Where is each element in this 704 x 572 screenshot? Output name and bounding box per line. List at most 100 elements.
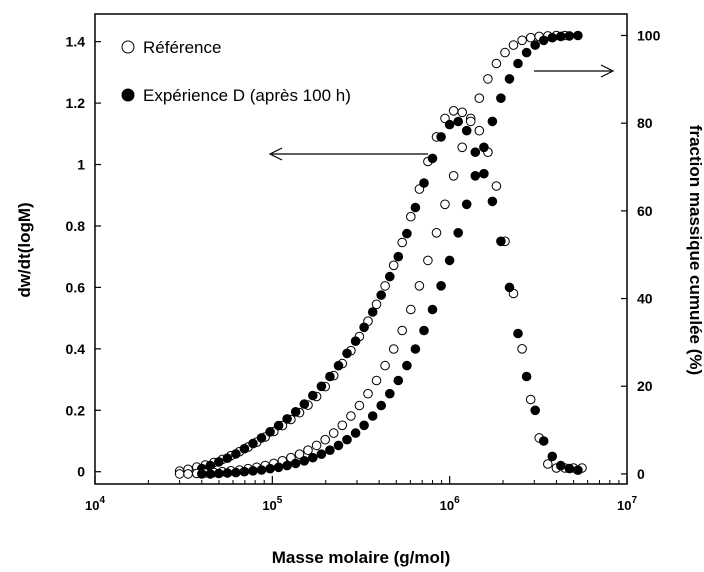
point-experience-cumulative <box>385 388 395 399</box>
plot-frame <box>94 13 628 485</box>
point-experience-distribution <box>290 407 301 417</box>
point-experience-cumulative <box>436 281 446 291</box>
point-experience-cumulative <box>538 35 549 46</box>
y-left-tick-label: 1.4 <box>66 34 86 50</box>
point-reference-cumulative <box>328 428 339 438</box>
point-experience-distribution <box>470 147 481 157</box>
point-experience-cumulative <box>214 468 224 479</box>
point-experience-cumulative <box>282 460 292 471</box>
point-experience-cumulative <box>376 400 387 411</box>
data-points <box>174 30 587 479</box>
point-experience-distribution <box>479 168 489 179</box>
ticks <box>94 34 628 484</box>
point-experience-cumulative <box>350 428 361 438</box>
y-right-tick-label: 40 <box>637 291 653 307</box>
point-experience-distribution <box>316 381 327 392</box>
point-experience-cumulative <box>513 58 523 69</box>
x-tick-label: 107 <box>617 495 637 513</box>
point-reference-distribution <box>517 344 527 354</box>
point-experience-distribution <box>573 465 583 476</box>
legend-label-reference: Référence <box>143 38 221 57</box>
y-left-tick-label: 1.2 <box>66 95 86 111</box>
point-reference-distribution <box>371 299 382 310</box>
y-left-tick-label: 0.6 <box>66 279 86 295</box>
point-reference-distribution <box>406 211 416 222</box>
point-experience-cumulative <box>573 30 583 41</box>
point-reference-cumulative <box>346 411 356 421</box>
point-reference-cumulative <box>311 440 322 451</box>
point-experience-cumulative <box>487 116 498 127</box>
point-reference-cumulative <box>474 93 485 103</box>
y-right-tick-label: 0 <box>637 466 645 482</box>
point-experience-distribution <box>350 336 361 347</box>
point-reference-cumulative <box>457 142 468 153</box>
point-experience-cumulative <box>564 31 575 41</box>
x-axis-title: Masse molaire (g/mol) <box>272 548 451 567</box>
point-experience-distribution <box>410 202 421 213</box>
point-experience-distribution <box>282 414 292 424</box>
y-right-tick-label: 60 <box>637 203 653 219</box>
point-experience-cumulative <box>521 47 532 58</box>
point-experience-cumulative <box>367 411 378 421</box>
point-experience-cumulative <box>556 31 566 42</box>
point-experience-cumulative <box>496 93 506 103</box>
point-experience-distribution <box>308 390 318 401</box>
point-experience-distribution <box>359 322 369 333</box>
point-experience-distribution <box>556 460 566 471</box>
point-experience-distribution <box>427 153 438 164</box>
point-experience-cumulative <box>393 375 404 386</box>
point-reference-distribution <box>448 106 459 116</box>
point-experience-cumulative <box>461 199 472 210</box>
point-experience-cumulative <box>333 440 344 451</box>
point-experience-distribution <box>385 271 395 282</box>
point-experience-cumulative <box>444 255 455 266</box>
point-experience-distribution <box>547 451 558 462</box>
point-experience-cumulative <box>239 466 250 477</box>
point-reference-distribution <box>397 237 408 248</box>
point-reference-distribution <box>380 281 390 291</box>
point-experience-distribution <box>453 116 464 127</box>
point-experience-cumulative <box>248 466 258 476</box>
point-experience-cumulative <box>273 462 284 473</box>
point-reference-cumulative <box>500 47 510 58</box>
point-experience-distribution <box>564 463 575 474</box>
point-experience-cumulative <box>205 469 216 479</box>
point-experience-distribution <box>299 399 310 409</box>
y-right-tick-label: 80 <box>637 115 653 131</box>
point-experience-cumulative <box>256 465 267 475</box>
y-axis-left-title: dw/dt(logM) <box>15 202 34 297</box>
point-experience-cumulative <box>504 74 515 84</box>
legend-label-experience: Expérience D (après 100 h) <box>143 86 351 105</box>
point-experience-distribution <box>530 405 541 416</box>
point-experience-distribution <box>273 420 284 431</box>
point-experience-cumulative <box>359 420 369 431</box>
point-experience-distribution <box>521 371 532 382</box>
point-experience-cumulative <box>308 452 318 463</box>
point-experience-distribution <box>393 251 404 262</box>
point-experience-cumulative <box>479 142 489 153</box>
point-experience-distribution <box>256 433 267 443</box>
point-experience-distribution <box>461 125 472 136</box>
point-reference-cumulative <box>371 375 382 386</box>
point-experience-distribution <box>504 282 515 293</box>
point-experience-distribution <box>538 436 549 446</box>
y-left-tick-label: 0.4 <box>66 341 86 357</box>
point-experience-cumulative <box>410 344 421 354</box>
point-experience-cumulative <box>453 228 464 238</box>
point-experience-cumulative <box>547 32 558 43</box>
legend-marker-open <box>121 40 135 54</box>
x-tick-label: 105 <box>262 495 282 513</box>
point-reference-distribution <box>491 181 502 191</box>
point-experience-distribution <box>496 236 506 247</box>
point-experience-cumulative <box>419 325 429 336</box>
y-axis-right-title: fraction massique cumulée (%) <box>686 125 704 375</box>
point-experience-cumulative <box>470 171 481 181</box>
point-experience-cumulative <box>265 463 275 474</box>
point-reference-cumulative <box>440 199 450 210</box>
point-experience-distribution <box>367 307 378 317</box>
point-reference-distribution <box>543 459 553 469</box>
y-left-tick-label: 0.8 <box>66 218 86 234</box>
point-reference-cumulative <box>320 434 331 445</box>
